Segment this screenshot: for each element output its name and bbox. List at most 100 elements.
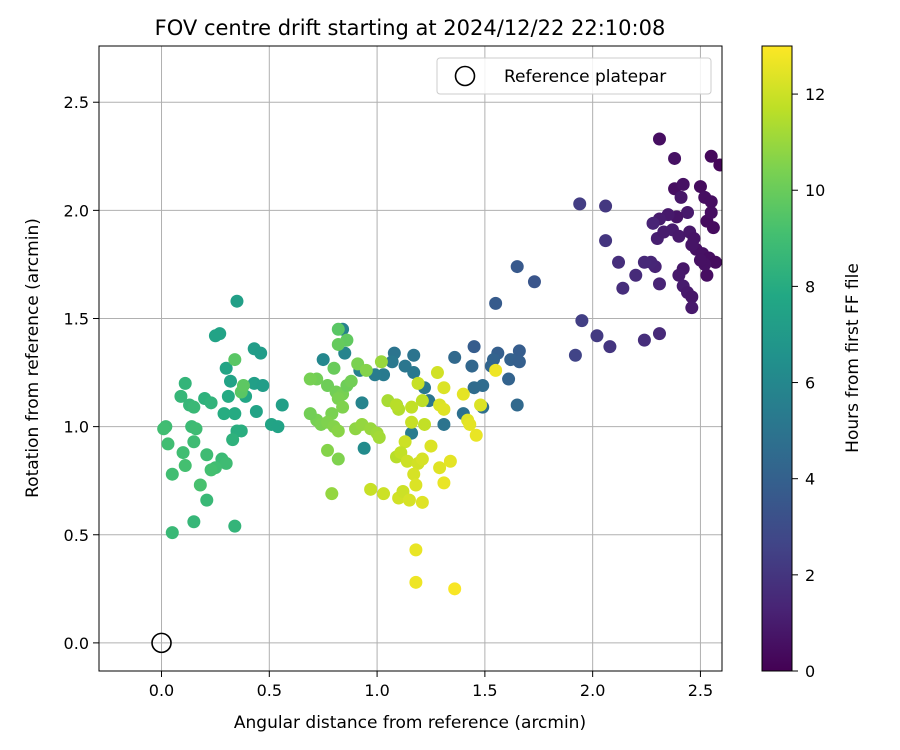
data-point xyxy=(331,337,345,351)
data-point xyxy=(502,372,516,386)
data-point xyxy=(672,268,686,282)
data-point xyxy=(681,206,695,220)
data-point xyxy=(512,344,526,358)
colorbar-label: Hours from first FF file xyxy=(843,263,863,453)
data-point xyxy=(704,195,718,209)
data-point xyxy=(165,467,179,481)
legend-box xyxy=(436,57,712,95)
data-point xyxy=(685,290,699,304)
data-point xyxy=(187,435,201,449)
data-point xyxy=(331,424,345,438)
data-point xyxy=(590,329,604,343)
data-point xyxy=(219,456,233,470)
data-point xyxy=(303,407,317,421)
data-point xyxy=(616,281,630,295)
data-point xyxy=(652,277,666,291)
data-point xyxy=(402,493,416,507)
reference-platepar-marker xyxy=(151,632,172,654)
data-point xyxy=(437,476,451,490)
data-point xyxy=(254,346,268,360)
data-point xyxy=(398,359,412,373)
colorbar-tick-label: 12 xyxy=(805,85,825,104)
colorbar-tick-label: 10 xyxy=(805,181,825,200)
data-point xyxy=(463,417,477,431)
data-point xyxy=(510,398,524,412)
data-point xyxy=(704,206,718,220)
data-point xyxy=(377,487,391,501)
data-point xyxy=(437,417,451,431)
data-point xyxy=(706,221,720,235)
data-point xyxy=(415,394,429,408)
x-tick-label: 0.5 xyxy=(257,681,282,700)
data-point xyxy=(443,454,457,468)
data-point xyxy=(405,400,419,414)
scatter-points xyxy=(157,132,722,596)
data-point xyxy=(573,197,587,211)
colorbar-ticks: 0 2 4 6 8 10 12 xyxy=(792,85,825,681)
data-point xyxy=(217,407,231,421)
x-tick-label: 1.0 xyxy=(364,681,389,700)
data-point xyxy=(374,355,388,369)
data-point xyxy=(389,398,403,412)
data-point xyxy=(174,389,188,403)
data-point xyxy=(228,407,242,421)
data-point xyxy=(465,359,479,373)
data-point xyxy=(325,487,339,501)
data-point xyxy=(510,260,524,274)
data-point xyxy=(193,478,207,492)
data-point xyxy=(415,452,429,466)
data-point xyxy=(189,422,203,436)
data-point xyxy=(685,301,699,315)
y-tick-label: 0.0 xyxy=(64,634,89,653)
data-point xyxy=(409,575,423,589)
y-tick-label: 2.0 xyxy=(64,201,89,220)
colorbar-gradient xyxy=(761,45,793,672)
x-axis-label: Angular distance from reference (arcmin) xyxy=(234,713,586,733)
data-point xyxy=(456,387,470,401)
data-point xyxy=(467,381,481,395)
x-tick-label: 2.5 xyxy=(688,681,713,700)
y-tick-label: 0.5 xyxy=(64,526,89,545)
data-point xyxy=(355,396,369,410)
data-point xyxy=(652,327,666,341)
data-point xyxy=(249,404,263,418)
y-axis-ticks: 0.0 0.5 1.0 1.5 2.0 2.5 xyxy=(64,93,99,653)
data-point xyxy=(213,327,227,341)
data-point xyxy=(331,452,345,466)
data-point xyxy=(418,417,432,431)
x-tick-label: 0.0 xyxy=(149,681,174,700)
data-point xyxy=(303,372,317,386)
data-point xyxy=(359,363,373,377)
data-point xyxy=(178,376,192,390)
data-point xyxy=(405,415,419,429)
data-point xyxy=(385,355,399,369)
data-point xyxy=(226,433,240,447)
legend: Reference platepar xyxy=(436,57,712,95)
data-point xyxy=(398,435,412,449)
data-point xyxy=(228,519,242,533)
data-point xyxy=(603,340,617,354)
data-point xyxy=(407,467,421,481)
data-point xyxy=(221,389,235,403)
data-point xyxy=(700,268,714,282)
data-point xyxy=(407,348,421,362)
data-point xyxy=(256,379,270,393)
data-point xyxy=(709,255,722,269)
data-point xyxy=(157,422,171,436)
data-point xyxy=(271,420,285,434)
data-point xyxy=(228,353,242,367)
y-tick-label: 1.0 xyxy=(64,418,89,437)
plot-frame xyxy=(98,45,723,672)
data-point xyxy=(178,459,192,473)
data-point xyxy=(672,229,686,243)
data-point xyxy=(568,348,582,362)
data-point xyxy=(331,322,345,336)
data-point xyxy=(612,255,626,269)
data-point xyxy=(693,180,707,194)
data-point xyxy=(467,340,481,354)
data-point xyxy=(200,448,214,462)
y-axis-label: Rotation from reference (arcmin) xyxy=(23,218,43,498)
data-point xyxy=(187,515,201,529)
data-point xyxy=(474,398,488,412)
